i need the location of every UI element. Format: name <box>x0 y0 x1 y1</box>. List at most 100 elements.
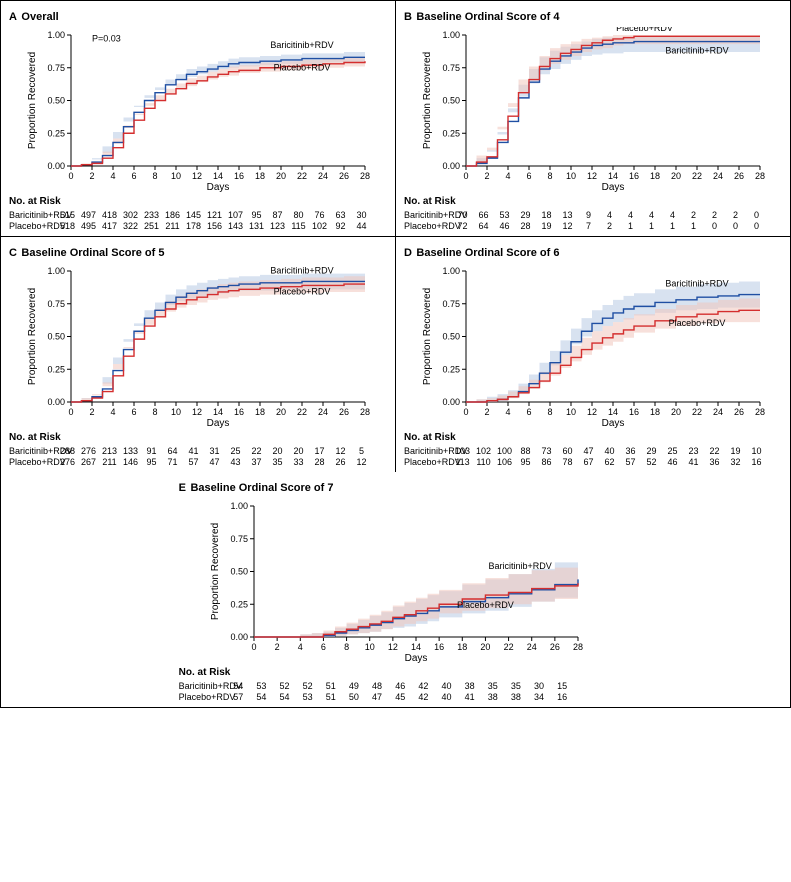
svg-text:4: 4 <box>297 642 302 652</box>
svg-text:8: 8 <box>152 407 157 417</box>
svg-text:0.50: 0.50 <box>442 96 460 106</box>
svg-text:Days: Days <box>207 182 230 192</box>
km-chart-a: 0.000.250.500.751.0002468101214161820222… <box>23 27 373 192</box>
svg-text:4: 4 <box>110 407 115 417</box>
svg-text:28: 28 <box>360 171 370 181</box>
svg-text:2: 2 <box>274 642 279 652</box>
svg-text:2: 2 <box>484 171 489 181</box>
risk-title: No. at Risk <box>9 196 387 209</box>
svg-text:0.75: 0.75 <box>442 299 460 309</box>
svg-text:0.25: 0.25 <box>442 128 460 138</box>
svg-text:1.00: 1.00 <box>230 501 248 511</box>
svg-text:24: 24 <box>318 407 328 417</box>
svg-text:0: 0 <box>251 642 256 652</box>
svg-text:1.00: 1.00 <box>442 266 460 276</box>
svg-text:28: 28 <box>572 642 582 652</box>
svg-text:24: 24 <box>318 171 328 181</box>
svg-text:16: 16 <box>434 642 444 652</box>
panel-row-2: C Baseline Ordinal Score of 5 0.00 0.25 0.5… <box>0 236 791 472</box>
svg-text:0.50: 0.50 <box>442 332 460 342</box>
svg-text:22: 22 <box>692 407 702 417</box>
svg-text:16: 16 <box>234 171 244 181</box>
svg-text:4: 4 <box>505 407 510 417</box>
svg-text:6: 6 <box>131 171 136 181</box>
svg-text:0.50: 0.50 <box>47 332 65 342</box>
svg-text:18: 18 <box>255 171 265 181</box>
svg-text:18: 18 <box>457 642 467 652</box>
svg-text:8: 8 <box>547 407 552 417</box>
svg-text:18: 18 <box>650 407 660 417</box>
svg-text:Baricitinib+RDV: Baricitinib+RDV <box>270 266 333 276</box>
svg-text:6: 6 <box>131 407 136 417</box>
panel-row-3: E Baseline Ordinal Score of 70.000.250.5… <box>0 472 791 708</box>
svg-text:2: 2 <box>484 407 489 417</box>
svg-text:22: 22 <box>297 407 307 417</box>
svg-text:20: 20 <box>480 642 490 652</box>
svg-text:12: 12 <box>587 171 597 181</box>
svg-text:6: 6 <box>526 171 531 181</box>
svg-text:12: 12 <box>192 171 202 181</box>
svg-text:8: 8 <box>344 642 349 652</box>
panel-header: C Baseline Ordinal Score of 5 <box>9 243 387 261</box>
panel-a: A Overall0.000.250.500.751.0002468101214… <box>1 1 395 236</box>
svg-text:P=0.03: P=0.03 <box>92 34 121 44</box>
svg-text:10: 10 <box>364 642 374 652</box>
svg-text:Baricitinib+RDV: Baricitinib+RDV <box>270 40 333 50</box>
svg-text:28: 28 <box>360 407 370 417</box>
svg-text:0: 0 <box>68 171 73 181</box>
svg-text:14: 14 <box>608 171 618 181</box>
svg-text:6: 6 <box>526 407 531 417</box>
svg-text:0: 0 <box>68 407 73 417</box>
svg-text:Days: Days <box>602 182 625 192</box>
svg-text:20: 20 <box>671 407 681 417</box>
svg-text:1.00: 1.00 <box>47 30 65 40</box>
panel-header: B Baseline Ordinal Score of 4 <box>404 7 782 25</box>
risk-table-e: No. at RiskBaricitinib+RDV54535252514948… <box>179 667 613 703</box>
svg-text:4: 4 <box>110 171 115 181</box>
svg-text:0.50: 0.50 <box>47 96 65 106</box>
svg-text:18: 18 <box>650 171 660 181</box>
svg-text:0.25: 0.25 <box>442 364 460 374</box>
svg-text:26: 26 <box>549 642 559 652</box>
panel-header: D Baseline Ordinal Score of 6 <box>404 243 782 261</box>
svg-text:Proportion Recovered: Proportion Recovered <box>210 523 221 620</box>
svg-text:0.75: 0.75 <box>230 534 248 544</box>
risk-table-c: No. at RiskBaricitinib+RDV28827621313391… <box>9 432 387 468</box>
svg-text:Days: Days <box>207 418 230 428</box>
svg-text:Baricitinib+RDV: Baricitinib+RDV <box>488 561 551 571</box>
km-chart-d: 0.000.250.500.751.0002468101214161820222… <box>418 263 768 428</box>
svg-text:0.00: 0.00 <box>442 161 460 171</box>
svg-text:Proportion Recovered: Proportion Recovered <box>27 52 38 149</box>
svg-text:16: 16 <box>629 407 639 417</box>
svg-text:0.25: 0.25 <box>230 599 248 609</box>
risk-table-a: No. at RiskBaricitinib+RDV51549741830223… <box>9 196 387 232</box>
risk-title: No. at Risk <box>404 432 782 445</box>
svg-text:Baricitinib+RDV: Baricitinib+RDV <box>665 45 728 55</box>
svg-text:26: 26 <box>734 407 744 417</box>
svg-text:Days: Days <box>602 418 625 428</box>
svg-text:0.75: 0.75 <box>47 299 65 309</box>
km-chart-e: 0.000.250.500.751.0002468101214161820222… <box>206 498 586 663</box>
svg-text:26: 26 <box>339 171 349 181</box>
svg-text:24: 24 <box>526 642 536 652</box>
svg-text:14: 14 <box>213 171 223 181</box>
km-chart-c: 0.000.250.500.751.0002468101214161820222… <box>23 263 373 428</box>
panel-b: B Baseline Ordinal Score of 4 0.00 0.25 0.5… <box>395 1 790 236</box>
svg-text:22: 22 <box>297 171 307 181</box>
svg-text:10: 10 <box>171 171 181 181</box>
svg-text:0.50: 0.50 <box>230 567 248 577</box>
svg-text:22: 22 <box>503 642 513 652</box>
risk-title: No. at Risk <box>404 196 782 209</box>
risk-title: No. at Risk <box>9 432 387 445</box>
svg-text:Placebo+RDV: Placebo+RDV <box>274 62 331 72</box>
svg-text:8: 8 <box>152 171 157 181</box>
svg-text:0.00: 0.00 <box>47 397 65 407</box>
panel-row-1: A Overall0.000.250.500.751.0002468101214… <box>0 0 791 236</box>
svg-text:20: 20 <box>276 171 286 181</box>
svg-text:Days: Days <box>404 653 427 663</box>
svg-text:26: 26 <box>734 171 744 181</box>
risk-title: No. at Risk <box>179 667 613 680</box>
svg-text:0.25: 0.25 <box>47 128 65 138</box>
risk-table-d: No. at RiskBaricitinib+RDV10310210088736… <box>404 432 782 468</box>
svg-text:12: 12 <box>587 407 597 417</box>
